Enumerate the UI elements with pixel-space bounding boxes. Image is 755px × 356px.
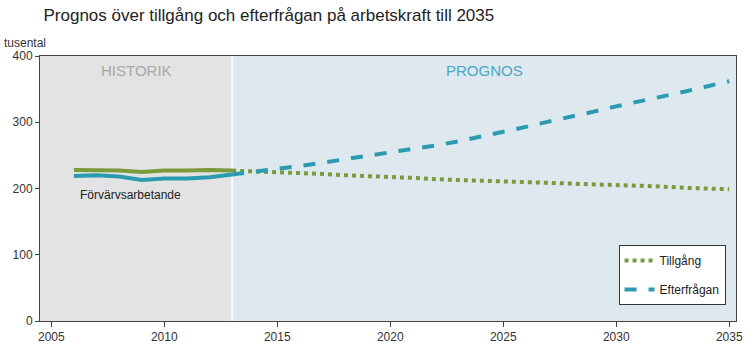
svg-text:100: 100	[13, 248, 33, 262]
svg-text:2015: 2015	[264, 330, 291, 344]
svg-text:2005: 2005	[38, 330, 65, 344]
svg-text:HISTORIK: HISTORIK	[101, 62, 172, 79]
svg-text:200: 200	[13, 182, 33, 196]
svg-text:Tillgång: Tillgång	[660, 254, 702, 268]
svg-text:2025: 2025	[490, 330, 517, 344]
svg-text:2030: 2030	[603, 330, 630, 344]
svg-text:2020: 2020	[377, 330, 404, 344]
svg-text:tusental: tusental	[4, 36, 46, 50]
svg-text:Förvärvsarbetande: Förvärvsarbetande	[80, 188, 181, 202]
svg-text:300: 300	[13, 115, 33, 129]
svg-text:2010: 2010	[151, 330, 178, 344]
svg-text:Efterfrågan: Efterfrågan	[660, 283, 719, 297]
svg-text:400: 400	[13, 49, 33, 63]
svg-text:2035: 2035	[716, 330, 743, 344]
svg-text:Prognos över tillgång och efte: Prognos över tillgång och efterfrågan på…	[43, 6, 494, 25]
svg-text:0: 0	[26, 314, 33, 328]
svg-text:PROGNOS: PROGNOS	[446, 62, 523, 79]
